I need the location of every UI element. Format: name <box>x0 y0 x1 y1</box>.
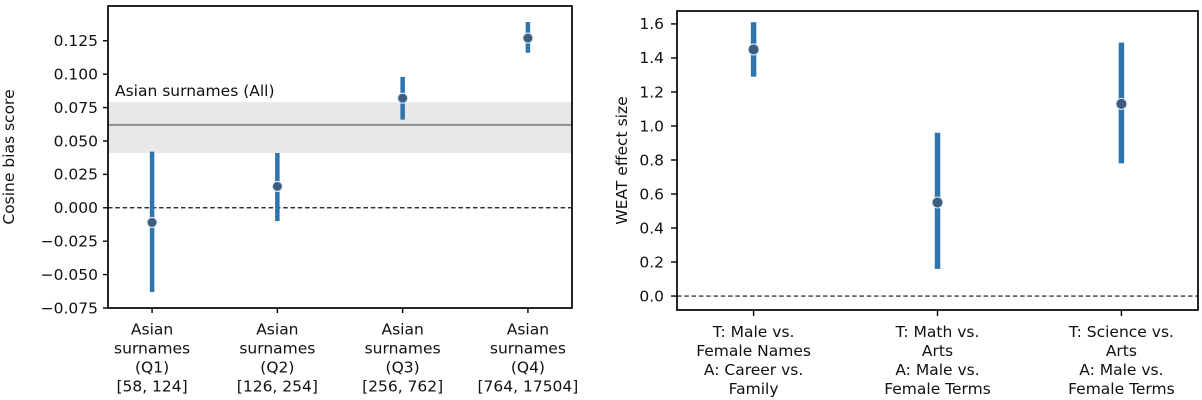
point-marker <box>271 180 283 192</box>
x-category-label: Asian surnames (Q4) [764, 17504] <box>477 321 578 396</box>
y-tick-label: −0.050 <box>41 266 98 284</box>
y-tick-label: 0.8 <box>639 151 664 169</box>
y-axis-label: WEAT effect size <box>613 96 631 224</box>
x-category-label: T: Math vs. Arts A: Male vs. Female Terms <box>884 323 991 398</box>
y-tick-label: 1.6 <box>639 15 664 33</box>
y-tick-label: 1.4 <box>639 49 664 67</box>
point-marker <box>747 43 760 56</box>
y-tick-label: 1.2 <box>639 83 664 101</box>
x-category-label: Asian surnames (Q1) [58, 124] <box>114 321 190 396</box>
point-marker <box>522 32 534 44</box>
x-category-label: Asian surnames (Q2) [126, 254] <box>237 321 318 396</box>
y-tick-label: 0.0 <box>639 287 664 305</box>
y-tick-label: 0.075 <box>54 99 98 117</box>
y-tick-label: 1.0 <box>639 117 664 135</box>
cosine-bias-chart: Asian surnames (All) 0.125 0.100 0.075 0.050… <box>0 5 578 396</box>
x-category-label: Asian surnames (Q3) [256, 762] <box>362 321 443 396</box>
y-tick-label: 0.2 <box>639 253 664 271</box>
y-tick-label: −0.025 <box>41 232 98 250</box>
point-marker <box>397 92 409 104</box>
point-marker <box>146 216 158 229</box>
y-tick-label: −0.075 <box>41 299 98 317</box>
y-tick-label: 0.025 <box>54 166 98 184</box>
plot-frame <box>107 5 573 309</box>
y-tick-label: 0.100 <box>54 65 98 83</box>
x-category-label: T: Male vs. Female Names A: Career vs. Fami… <box>696 323 811 398</box>
y-axis-label: Cosine bias score <box>0 89 18 224</box>
y-tick-label: 0.000 <box>54 199 98 217</box>
y-tick-label: 0.4 <box>639 219 664 237</box>
y-tick-label: 0.125 <box>54 32 98 50</box>
weat-effect-chart: 1.6 1.4 1.2 1.0 0.8 0.6 0.4 0.2 0.0 T: Male vs. Fe… <box>613 10 1199 398</box>
x-category-label: T: Science vs. Arts A: Male vs. Female Term… <box>1068 323 1175 398</box>
point-marker <box>1115 97 1128 110</box>
reference-band <box>108 102 572 153</box>
y-tick-label: 0.050 <box>54 132 98 150</box>
point-marker <box>931 196 944 209</box>
y-tick-label: 0.6 <box>639 185 664 203</box>
band-label: Asian surnames (All) <box>115 82 275 100</box>
